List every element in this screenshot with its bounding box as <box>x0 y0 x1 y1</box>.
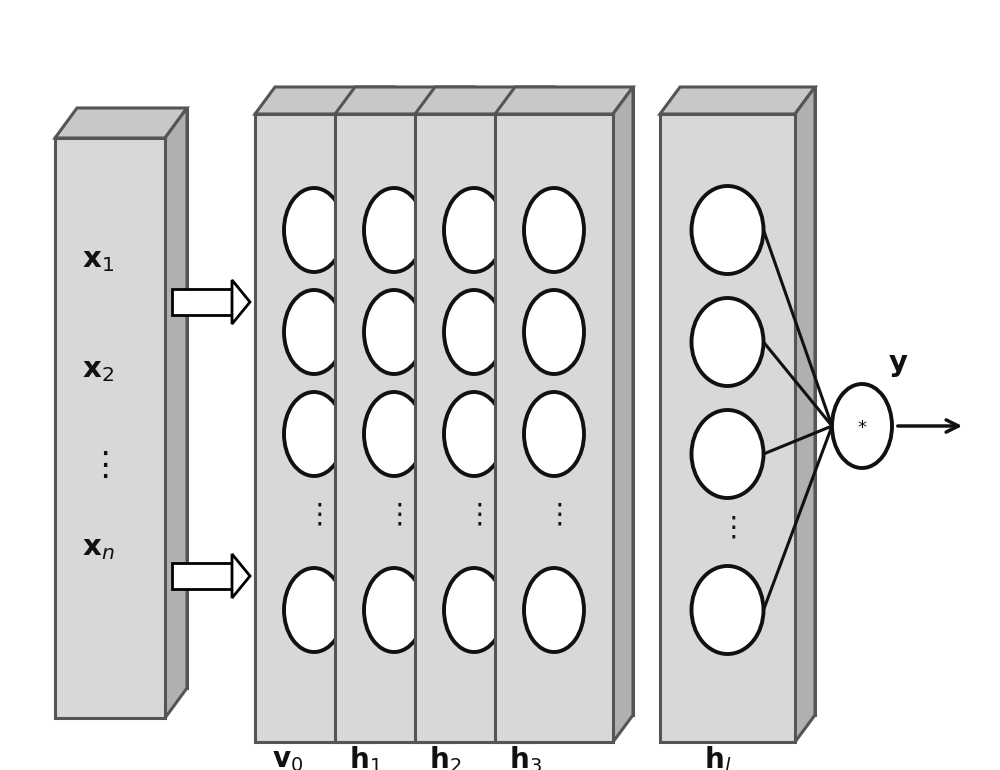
Text: $\vdots$: $\vdots$ <box>385 501 403 529</box>
Text: $\mathbf{y}$: $\mathbf{y}$ <box>888 351 908 379</box>
Polygon shape <box>373 87 393 742</box>
Polygon shape <box>77 108 187 688</box>
Ellipse shape <box>444 392 504 476</box>
Polygon shape <box>255 114 373 742</box>
Ellipse shape <box>692 566 764 654</box>
Ellipse shape <box>284 568 344 652</box>
Text: $\vdots$: $\vdots$ <box>465 501 483 529</box>
Text: $\mathbf{h}_3$: $\mathbf{h}_3$ <box>509 745 541 770</box>
Polygon shape <box>495 114 613 742</box>
Text: ...: ... <box>585 409 625 443</box>
Polygon shape <box>232 280 250 324</box>
Polygon shape <box>55 138 165 718</box>
Polygon shape <box>335 87 473 114</box>
Ellipse shape <box>364 290 424 374</box>
Text: $\mathbf{x}_2$: $\mathbf{x}_2$ <box>82 356 114 384</box>
Text: $\vdots$: $\vdots$ <box>88 448 108 481</box>
Polygon shape <box>515 87 633 715</box>
Polygon shape <box>275 87 393 715</box>
Ellipse shape <box>284 290 344 374</box>
Ellipse shape <box>444 188 504 272</box>
Text: $*$: $*$ <box>857 417 867 435</box>
Ellipse shape <box>832 384 892 468</box>
Polygon shape <box>795 87 815 742</box>
Polygon shape <box>335 114 453 742</box>
Text: $\mathbf{x}_1$: $\mathbf{x}_1$ <box>82 246 114 274</box>
Polygon shape <box>495 87 633 114</box>
Ellipse shape <box>692 186 764 274</box>
Polygon shape <box>435 87 553 715</box>
Ellipse shape <box>524 568 584 652</box>
Text: $\mathbf{v}_0$: $\mathbf{v}_0$ <box>272 746 304 770</box>
Polygon shape <box>660 87 815 114</box>
Text: $\vdots$: $\vdots$ <box>305 501 323 529</box>
Polygon shape <box>172 563 232 589</box>
Ellipse shape <box>524 188 584 272</box>
Polygon shape <box>255 87 393 114</box>
Text: $\mathbf{h}_1$: $\mathbf{h}_1$ <box>349 745 381 770</box>
Ellipse shape <box>524 290 584 374</box>
Polygon shape <box>165 108 187 718</box>
Ellipse shape <box>524 392 584 476</box>
Ellipse shape <box>284 392 344 476</box>
Polygon shape <box>355 87 473 715</box>
Text: $\mathbf{x}_n$: $\mathbf{x}_n$ <box>82 534 114 562</box>
Ellipse shape <box>364 568 424 652</box>
Polygon shape <box>415 87 553 114</box>
Polygon shape <box>680 87 815 715</box>
Text: $\mathbf{h}_l$: $\mathbf{h}_l$ <box>704 745 732 770</box>
Polygon shape <box>172 289 232 315</box>
Ellipse shape <box>284 188 344 272</box>
Ellipse shape <box>444 290 504 374</box>
Polygon shape <box>55 108 187 138</box>
Ellipse shape <box>364 392 424 476</box>
Polygon shape <box>415 114 533 742</box>
Text: $\vdots$: $\vdots$ <box>545 501 563 529</box>
Ellipse shape <box>444 568 504 652</box>
Ellipse shape <box>364 188 424 272</box>
Ellipse shape <box>692 410 764 498</box>
Polygon shape <box>660 114 795 742</box>
Text: $\vdots$: $\vdots$ <box>719 514 736 542</box>
Text: $\mathbf{h}_2$: $\mathbf{h}_2$ <box>429 745 461 770</box>
Ellipse shape <box>692 298 764 386</box>
Polygon shape <box>232 554 250 598</box>
Polygon shape <box>613 87 633 742</box>
Polygon shape <box>453 87 473 742</box>
Polygon shape <box>533 87 553 742</box>
